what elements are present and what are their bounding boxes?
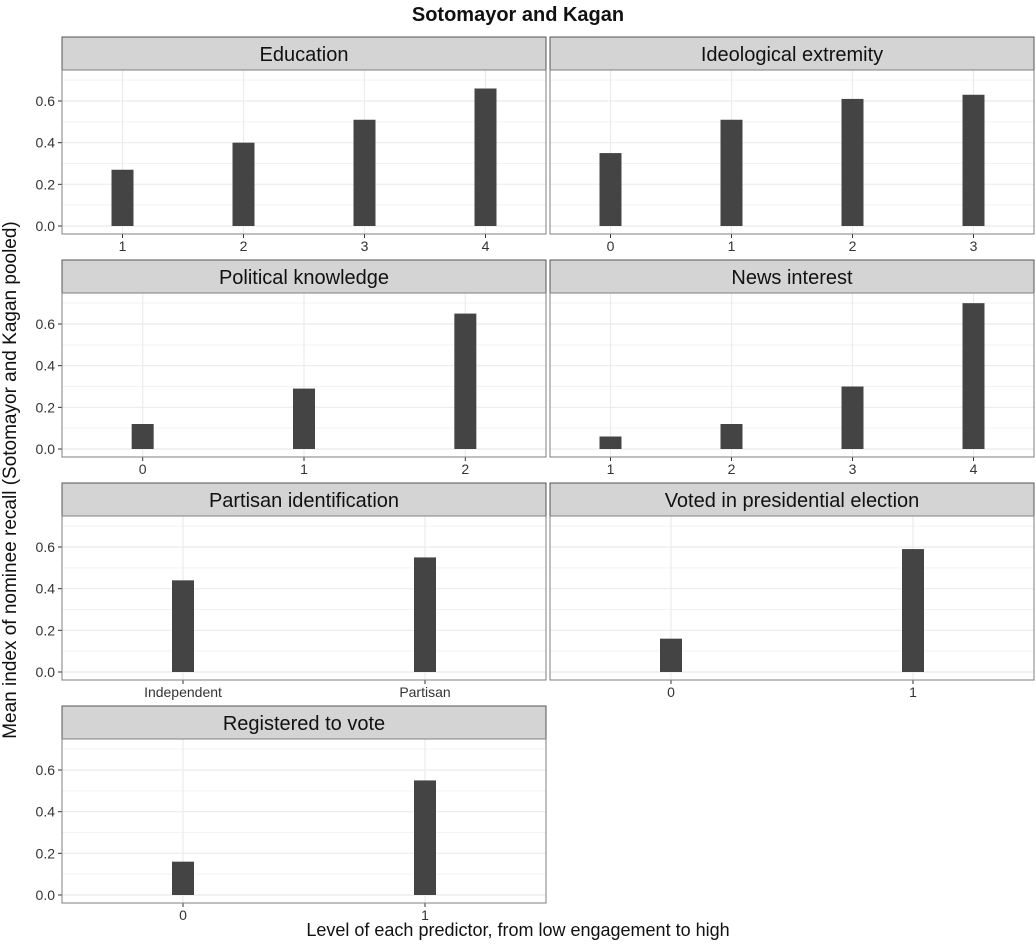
bar xyxy=(474,88,497,226)
x-tick-label: 2 xyxy=(240,238,248,254)
y-tick-label: 0.2 xyxy=(36,845,56,861)
y-tick-label: 0.4 xyxy=(36,358,56,374)
panel-strip xyxy=(549,259,1035,294)
panel-strip-label: Ideological extremity xyxy=(701,44,883,66)
x-tick-label: 0 xyxy=(607,238,615,254)
y-tick-label: 0.4 xyxy=(36,135,56,151)
panel-border xyxy=(61,292,547,458)
panel-background xyxy=(550,293,1034,457)
panel-strip xyxy=(61,482,547,517)
x-tick-label: Independent xyxy=(144,684,222,700)
x-tick-label: 4 xyxy=(970,461,978,477)
bar xyxy=(172,580,194,672)
bar xyxy=(660,638,682,672)
x-tick-label: 4 xyxy=(482,238,490,254)
bar xyxy=(111,169,134,226)
panel-0: Education 0.0 0.2 0.4 0.6 1 2 3 4 xyxy=(36,36,547,254)
y-tick-label: 0.0 xyxy=(36,664,56,680)
bar xyxy=(172,861,194,895)
panel-background xyxy=(550,70,1034,234)
y-tick-label: 0.6 xyxy=(36,762,56,778)
bar xyxy=(599,436,622,449)
y-tick-label: 0.0 xyxy=(36,887,56,903)
panel-background xyxy=(62,70,546,234)
bar xyxy=(841,98,864,226)
x-tick-label: 0 xyxy=(667,684,675,700)
bar xyxy=(720,119,743,226)
panel-4: Partisan identification 0.0 0.2 0.4 0.6 Indep… xyxy=(36,482,547,700)
panel-1: Ideological extremity 0 1 2 3 xyxy=(549,36,1035,254)
panel-strip-label: Partisan identification xyxy=(209,490,399,512)
y-tick-label: 0.2 xyxy=(36,176,56,192)
panel-background xyxy=(62,516,546,680)
x-tick-label: Partisan xyxy=(399,684,450,700)
panel-border xyxy=(61,515,547,681)
panel-border xyxy=(549,69,1035,235)
panel-2: Political knowledge 0.0 0.2 0.4 0.6 0 1 2 xyxy=(36,259,547,477)
panel-border xyxy=(61,738,547,904)
y-tick-label: 0.4 xyxy=(36,804,56,820)
x-tick-label: 1 xyxy=(607,461,615,477)
x-tick-label: 1 xyxy=(909,684,917,700)
bar xyxy=(902,549,924,672)
bar xyxy=(293,388,315,449)
x-tick-label: 2 xyxy=(849,238,857,254)
x-tick-label: 3 xyxy=(361,238,369,254)
y-tick-label: 0.4 xyxy=(36,581,56,597)
bar xyxy=(962,94,985,226)
y-tick-label: 0.2 xyxy=(36,622,56,638)
panel-strip-label: Political knowledge xyxy=(219,267,389,289)
panel-strip xyxy=(61,36,547,71)
x-tick-label: 2 xyxy=(461,461,469,477)
x-tick-label: 1 xyxy=(728,238,736,254)
x-tick-label: 3 xyxy=(849,461,857,477)
bar xyxy=(599,153,622,226)
x-tick-label: 2 xyxy=(728,461,736,477)
x-tick-label: 0 xyxy=(139,461,147,477)
bar xyxy=(353,119,376,226)
panel-border xyxy=(549,515,1035,681)
y-tick-label: 0.0 xyxy=(36,441,56,457)
x-tick-label: 3 xyxy=(970,238,978,254)
chart-title: Sotomayor and Kagan xyxy=(411,4,625,26)
bar xyxy=(841,386,864,449)
panel-6: Registered to vote 0.0 0.2 0.4 0.6 0 1 xyxy=(36,705,547,923)
panel-3: News interest 1 2 3 4 xyxy=(549,259,1035,477)
panel-5: Voted in presidential election 0 1 xyxy=(549,482,1035,700)
panel-border xyxy=(61,69,547,235)
panel-strip xyxy=(549,36,1035,71)
y-tick-label: 0.6 xyxy=(36,93,56,109)
y-tick-label: 0.6 xyxy=(36,539,56,555)
panel-strip-label: Education xyxy=(260,44,349,66)
bar xyxy=(962,303,985,449)
x-tick-label: 0 xyxy=(179,907,187,923)
panel-strip-label: Registered to vote xyxy=(223,713,385,735)
panel-background xyxy=(62,739,546,903)
x-tick-label: 1 xyxy=(119,238,127,254)
panel-background xyxy=(550,516,1034,680)
bar xyxy=(454,313,477,449)
bar xyxy=(414,557,436,672)
panel-strip-label: Voted in presidential election xyxy=(665,490,920,512)
x-axis-label: Level of each predictor, from low engage… xyxy=(306,920,730,940)
panel-strip xyxy=(61,259,547,294)
panel-border xyxy=(549,292,1035,458)
bar xyxy=(232,142,255,226)
bar xyxy=(414,780,436,895)
y-tick-label: 0.0 xyxy=(36,218,56,234)
bar xyxy=(131,424,154,449)
y-tick-label: 0.2 xyxy=(36,399,56,415)
x-tick-label: 1 xyxy=(300,461,308,477)
panel-strip-label: News interest xyxy=(731,267,853,289)
x-tick-label: 1 xyxy=(421,907,429,923)
bar xyxy=(720,424,743,449)
y-tick-label: 0.6 xyxy=(36,316,56,332)
